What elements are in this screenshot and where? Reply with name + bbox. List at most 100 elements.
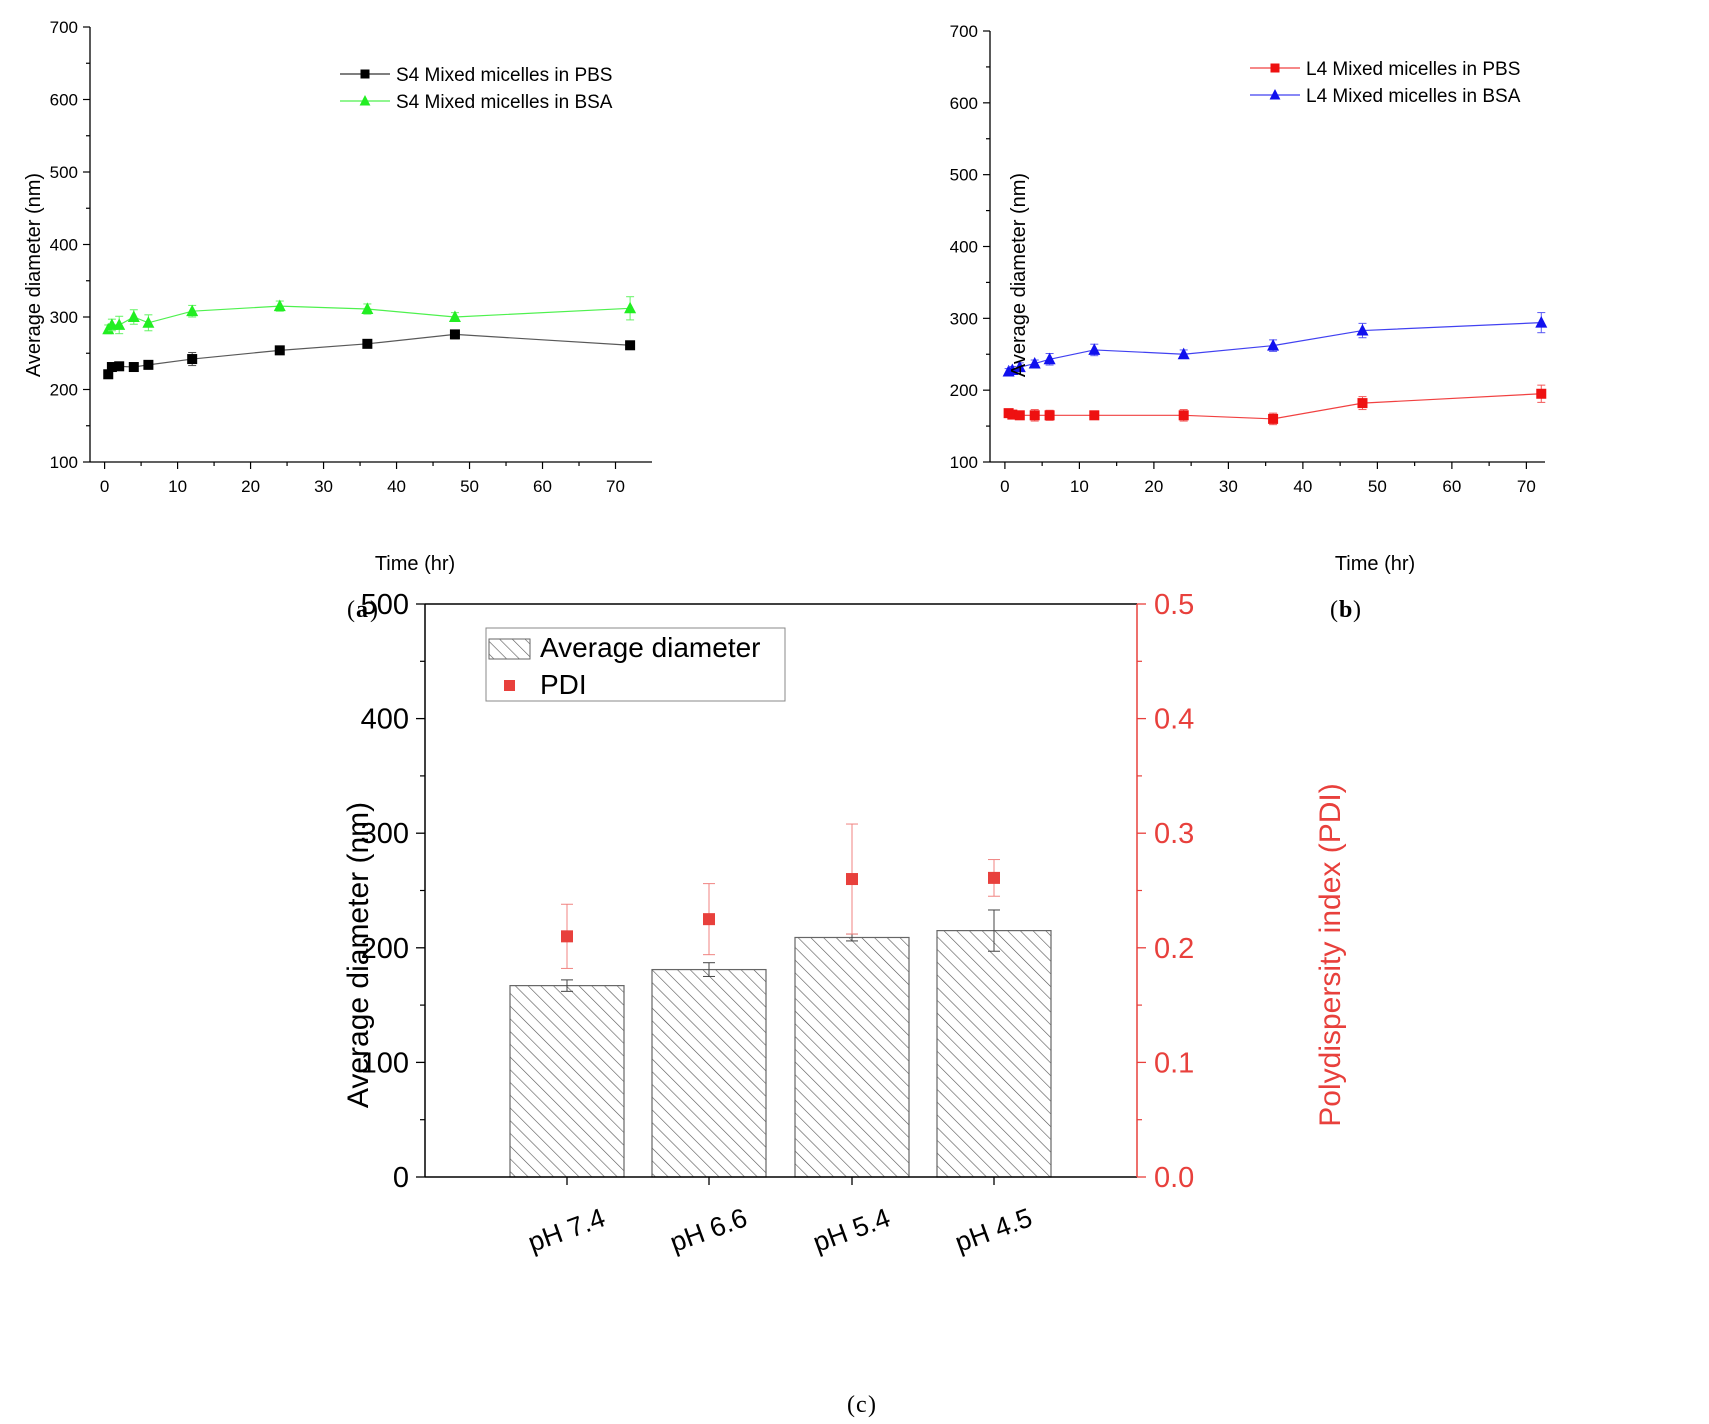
panel-c-bar (509, 985, 625, 1178)
panel-a-x-tick-label: 50 (460, 477, 479, 496)
panel-a-x-tick-label: 0 (100, 477, 109, 496)
panel-b-x-tick-label: 20 (1144, 477, 1163, 496)
panel-c-legend-label: Average diameter (540, 632, 761, 663)
panel-a-legend-marker (360, 69, 370, 79)
panel-a-label-open: ( (347, 597, 355, 623)
panel-a-axes: 100 200 300 400 500 600 700 0 10 20 30 40 50 60 70 (50, 18, 652, 496)
panel-c-category-label: pH 5.4 (809, 1202, 894, 1257)
panel-b-label-open: ( (1330, 597, 1338, 623)
panel-c-y-tick-label: 200 (361, 933, 409, 965)
panel-c-pdi-marker (988, 871, 1000, 884)
panel-b-y-tick-label: 200 (950, 381, 978, 400)
panel-a-series-2-line (107, 305, 631, 330)
panel-a-x-tick-label: 60 (533, 477, 552, 496)
panel-b-legend-label: L4 Mixed micelles in PBS (1306, 59, 1520, 80)
panel-c-category-label: pH 6.6 (666, 1202, 751, 1257)
panel-b-x-tick-label: 70 (1517, 477, 1536, 496)
panel-b-x-tick-label: 60 (1442, 477, 1461, 496)
panel-a-data-point (448, 310, 461, 322)
panel-c-y-tick-label: 400 (361, 704, 409, 736)
panel-b-legend-marker (1269, 89, 1281, 100)
panel-a-x-tick-label: 20 (241, 477, 260, 496)
panel-b-x-tick-label: 40 (1293, 477, 1312, 496)
panel-a-y-tick-label: 600 (50, 91, 78, 110)
panel-a-x-tick-label: 30 (314, 477, 333, 496)
panel-c-bar (794, 936, 910, 1178)
panel-c-pdi-markers (561, 823, 1000, 969)
panel-b-y-tick-label: 500 (950, 166, 978, 185)
panel-a-legend-label: S4 Mixed micelles in PBS (396, 65, 612, 86)
panel-c-legend: Average diameter PDI (485, 627, 786, 702)
panel-a-data-point (361, 302, 374, 314)
panel-a-data-point (274, 345, 285, 356)
panel-b-data-point (1177, 347, 1190, 360)
panel-c-label: c (856, 1392, 867, 1418)
panel-b-data-point (1178, 410, 1189, 421)
panel-a-data-point (106, 362, 117, 373)
panel-b-data-point (1088, 343, 1101, 355)
panel-a-data-point (127, 310, 140, 322)
panel-b-x-tick-label: 0 (1000, 477, 1009, 496)
panel-a-data-point (142, 316, 155, 328)
panel-a-y-tick-label: 700 (50, 18, 78, 37)
panel-c-pdi-marker (561, 930, 573, 943)
panel-a-data-point (186, 304, 199, 317)
panel-c-y-tick-label: 100 (361, 1047, 409, 1079)
panel-b-label: b (1339, 597, 1352, 623)
panel-b-data-point (1268, 413, 1279, 424)
panel-c-y2-axis-label: Polydispersity index (PDI) (1314, 783, 1347, 1126)
panel-b-y-tick-label: 700 (950, 22, 978, 41)
panel-c-y2-tick-label: 0.5 (1154, 589, 1194, 621)
panel-c-y-tick-label: 0 (393, 1162, 409, 1194)
panel-a-data-point (113, 318, 126, 330)
panel-c-y2-tick-label: 0.2 (1154, 933, 1194, 965)
panel-a-y-tick-label: 400 (50, 236, 78, 255)
panel-a-y-tick-label: 200 (50, 381, 78, 400)
panel-b-data-point (1357, 398, 1368, 409)
panel-b-data-point (1043, 352, 1056, 365)
panel-a-data-point (114, 361, 125, 372)
panel-a-data-point (273, 299, 286, 312)
panel-c-bars (509, 909, 1052, 1178)
panel-c-legend-label: PDI (540, 669, 587, 700)
panel-a-x-tick-label: 70 (606, 477, 625, 496)
panel-b-data-point (1044, 410, 1055, 421)
panel-a-plot-lines (102, 296, 637, 380)
panel-c-bar (651, 968, 767, 1178)
panel-a-y-tick-label: 100 (50, 453, 78, 472)
panel-a-y-tick-label: 500 (50, 163, 78, 182)
panel-a-legend: S4 Mixed micelles in PBS S4 Mixed micelle… (340, 65, 613, 113)
panel-b-x-axis-label: Time (hr) (1335, 553, 1415, 575)
panel-a-x-tick-label: 40 (387, 477, 406, 496)
panel-c-y-axis-label: Average diameter (nm) (342, 802, 375, 1108)
panel-b-x-tick-label: 10 (1070, 477, 1089, 496)
panel-c-legend-box (485, 627, 786, 702)
panel-b-label-close: ) (1353, 597, 1361, 623)
panel-c-pdi-marker (846, 873, 858, 886)
panel-a-x-axis-label: Time (hr) (375, 553, 455, 575)
panel-a-x-tick-label: 10 (168, 477, 187, 496)
panel-b-chart: 100 200 300 400 500 600 700 0 10 20 30 40 50 60 70 L4 … (950, 22, 1548, 623)
panel-a-data-point (449, 329, 460, 340)
panel-b-legend-marker (1270, 63, 1280, 73)
panel-b-plot-lines (1002, 312, 1548, 426)
panel-a-data-point (624, 301, 637, 314)
panel-b-x-tick-label: 30 (1219, 477, 1238, 496)
panel-c-legend-pdi-swatch (504, 680, 515, 691)
panel-a-y-axis-label: Average diameter (nm) (23, 173, 45, 377)
panel-a-data-point (187, 354, 198, 365)
panel-a-label-close: ) (370, 597, 378, 623)
panel-a-label: a (356, 597, 368, 623)
panel-a-legend-label: S4 Mixed micelles in BSA (396, 92, 613, 113)
panel-a-data-point (128, 362, 139, 373)
panel-b-data-point (1014, 410, 1025, 421)
panel-c-label-close: ) (868, 1392, 876, 1418)
panel-a-data-point (103, 369, 114, 380)
panel-c-pdi-marker (703, 913, 715, 926)
panel-c-y2-tick-label: 0.0 (1154, 1162, 1194, 1194)
panel-c-y-tick-label: 300 (361, 818, 409, 850)
panel-b-data-point (1028, 356, 1041, 369)
panel-a-data-point (362, 338, 373, 349)
panel-a-chart: 100 200 300 400 500 600 700 0 10 20 30 40 50 60 70 S4 … (23, 18, 652, 623)
